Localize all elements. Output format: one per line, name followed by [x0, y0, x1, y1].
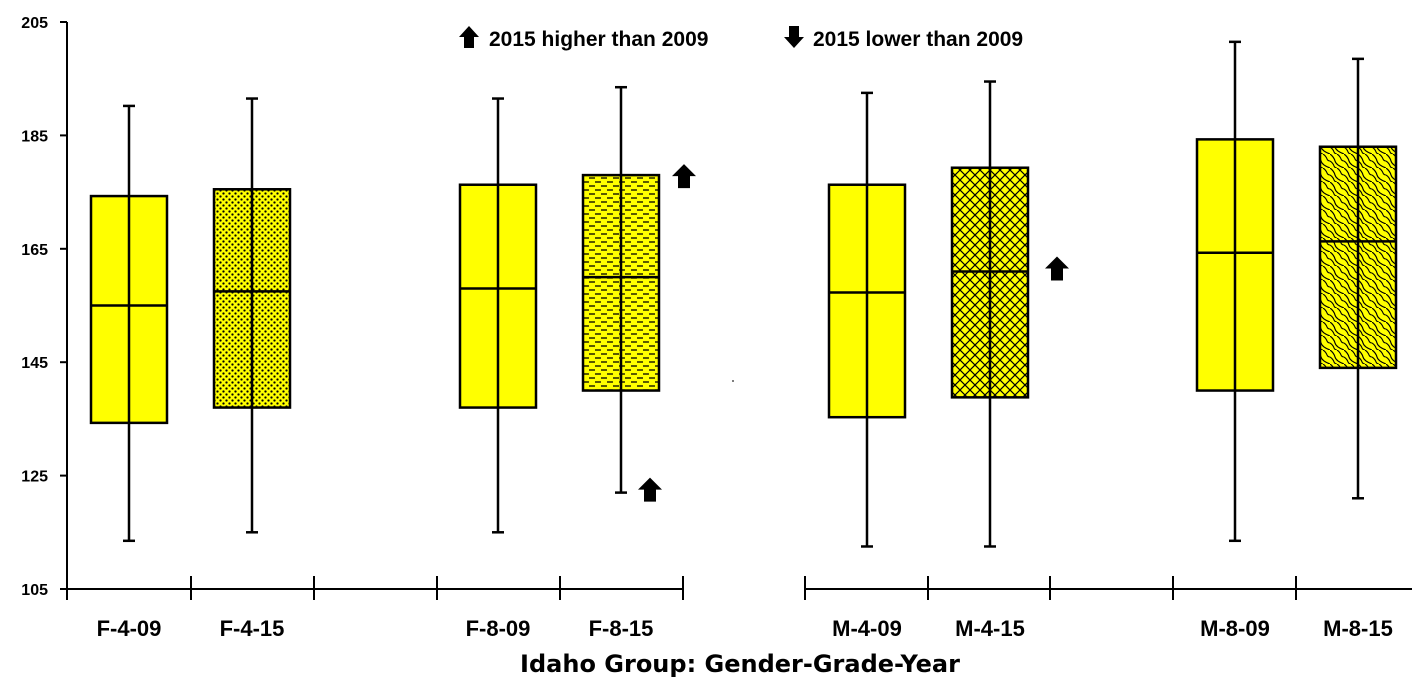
legend-lower-label: 2015 lower than 2009: [813, 28, 1023, 51]
category-labels: F-4-09 F-4-15 F-8-09 F-8-15 M-4-09 M-4-15 M-8-…: [97, 616, 1393, 641]
y-axis: 105 125 145 165 185 205: [21, 15, 67, 599]
category-label: M-4-15: [955, 616, 1025, 641]
box-f-8-09: [458, 97, 538, 534]
y-tick-label: 145: [21, 355, 48, 372]
box-m-8-15: [1318, 57, 1398, 500]
x-axis-ticks: [66, 576, 1297, 600]
y-tick-label: 105: [21, 582, 48, 599]
box-f-4-15: [212, 97, 292, 534]
category-label: F-8-09: [466, 616, 531, 641]
boxes: [89, 40, 1398, 548]
up-arrow-icon: [1045, 256, 1069, 281]
y-tick-label: 185: [21, 128, 48, 145]
box-m-8-09: [1195, 40, 1275, 543]
box-f-4-09: [89, 104, 169, 543]
up-arrow-icon: [638, 477, 662, 502]
box-m-4-09: [827, 91, 907, 548]
y-tick-label: 125: [21, 469, 48, 486]
x-axis-title: Idaho Group: Gender-Grade-Year: [520, 650, 960, 678]
legend-up-arrow-icon: [459, 26, 479, 48]
category-label: F-4-15: [220, 616, 285, 641]
y-tick-label: 165: [21, 242, 48, 259]
up-arrow-icon: [672, 164, 696, 189]
category-label: M-4-09: [832, 616, 902, 641]
box-m-4-15: [950, 80, 1069, 548]
category-label: F-4-09: [97, 616, 162, 641]
legend-down-arrow-icon: [784, 26, 804, 48]
box-f-8-15: [581, 85, 696, 502]
category-label: M-8-09: [1200, 616, 1270, 641]
stray-dot: [732, 380, 734, 382]
y-tick-label: 205: [21, 15, 48, 32]
legend-higher-label: 2015 higher than 2009: [489, 28, 708, 51]
category-label: M-8-15: [1323, 616, 1393, 641]
legend: 2015 higher than 2009 2015 lower than 20…: [459, 26, 1023, 51]
category-label: F-8-15: [589, 616, 654, 641]
